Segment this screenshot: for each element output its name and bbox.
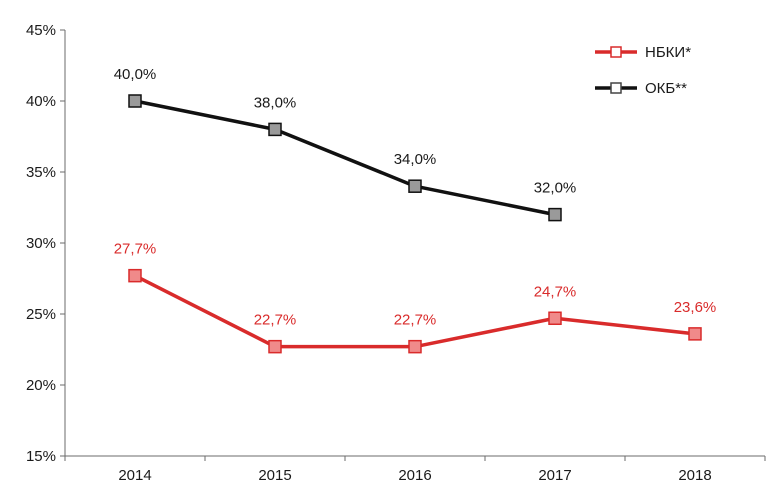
data-label: 34,0% — [394, 151, 437, 168]
data-label: 32,0% — [534, 180, 577, 197]
data-point-marker — [268, 122, 282, 137]
data-label: 22,7% — [394, 312, 437, 329]
data-point-marker — [408, 339, 422, 354]
y-tick-label: 25% — [26, 306, 56, 323]
data-point-marker — [128, 94, 142, 108]
series-okb: 40,0% 38,0% 34,0% 32,0% — [114, 66, 577, 222]
data-point-marker — [128, 268, 142, 283]
data-label: 27,7% — [114, 241, 157, 258]
data-label: 40,0% — [114, 66, 157, 83]
legend-marker — [610, 46, 622, 58]
data-label: 38,0% — [254, 94, 297, 111]
x-tick-label: 2016 — [398, 467, 431, 484]
x-tick-label: 2018 — [678, 467, 711, 484]
data-point-marker — [408, 179, 422, 193]
legend: НБКИ* ОКБ** — [595, 44, 691, 97]
y-tick-label: 45% — [26, 22, 56, 39]
series-group: 27,7% 22,7% 22,7% 24,7% 23,6% 40,0% 38,0% 34,0%… — [114, 66, 717, 354]
series-line — [134, 99, 556, 217]
legend-label: ОКБ** — [645, 80, 687, 97]
legend-item-okb: ОКБ** — [595, 80, 687, 97]
y-tick-label: 30% — [26, 235, 56, 252]
x-tick-label: 2015 — [258, 467, 291, 484]
data-point-marker — [548, 207, 562, 222]
y-tick-label: 35% — [26, 164, 56, 181]
data-point-marker — [548, 311, 562, 326]
y-axis-ticks: 15% 20% 25% 30% 35% 40% 45% — [26, 22, 65, 465]
series-nbki: 27,7% 22,7% 22,7% 24,7% 23,6% — [114, 241, 717, 354]
y-tick-label: 20% — [26, 377, 56, 394]
legend-item-nbki: НБКИ* — [595, 44, 691, 61]
x-axis-ticks: 2014 2015 2016 2017 2018 — [64, 456, 766, 484]
y-tick-label: 40% — [26, 93, 56, 110]
legend-label: НБКИ* — [645, 44, 691, 61]
data-label: 24,7% — [534, 283, 577, 300]
data-point-marker — [688, 327, 702, 341]
data-label: 22,7% — [254, 312, 297, 329]
legend-marker — [610, 82, 622, 94]
y-tick-label: 15% — [26, 448, 56, 465]
x-tick-label: 2014 — [118, 467, 151, 484]
x-tick-label: 2017 — [538, 467, 571, 484]
data-label: 23,6% — [674, 299, 717, 316]
data-point-marker — [268, 339, 282, 354]
